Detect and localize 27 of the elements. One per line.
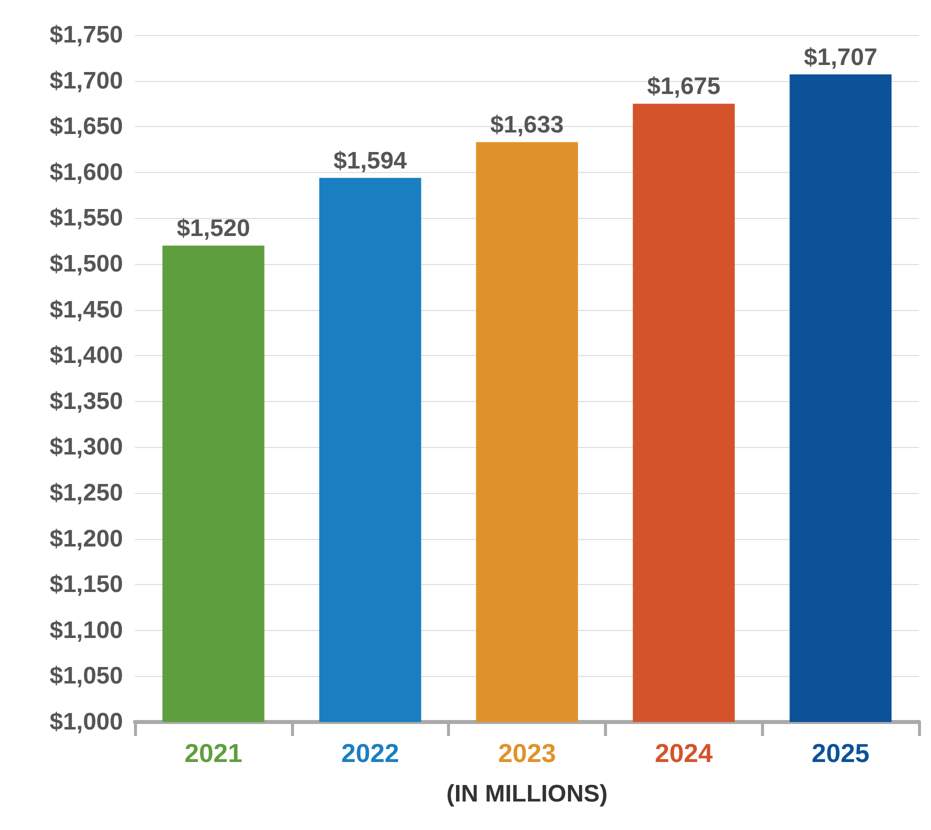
y-tick-label: $1,100 [50, 616, 123, 644]
y-tick-label: $1,750 [50, 22, 123, 48]
x-tick-label: 2024 [654, 738, 714, 768]
y-tick-label: $1,400 [50, 342, 123, 370]
y-tick-label: $1,700 [50, 67, 123, 94]
y-tick-label: $1,350 [50, 388, 123, 415]
x-tick-label: 2021 [184, 738, 242, 768]
x-tick-label: 2023 [498, 738, 556, 768]
y-tick-label: $1,600 [50, 158, 123, 186]
data-label: $1,707 [804, 44, 878, 71]
x-tick-label: 2025 [812, 738, 870, 768]
y-tick-label: $1,450 [50, 296, 123, 324]
y-tick-label: $1,650 [50, 113, 123, 140]
x-tick-label: 2022 [341, 738, 400, 768]
data-label: $1,633 [490, 112, 564, 139]
x-axis-title: (IN MILLIONS) [446, 780, 608, 808]
y-tick-label: $1,300 [50, 434, 123, 461]
y-tick-label: $1,150 [50, 571, 123, 598]
data-label: $1,675 [647, 73, 721, 100]
y-tick-label: $1,200 [50, 525, 123, 552]
data-label: $1,520 [176, 215, 250, 242]
y-tick-label: $1,050 [50, 662, 123, 690]
y-tick-label: $1,250 [50, 480, 123, 506]
y-tick-label: $1,000 [50, 708, 123, 736]
y-tick-label: $1,550 [50, 204, 123, 232]
data-label: $1,594 [333, 147, 408, 174]
y-tick-label: $1,500 [50, 250, 123, 278]
